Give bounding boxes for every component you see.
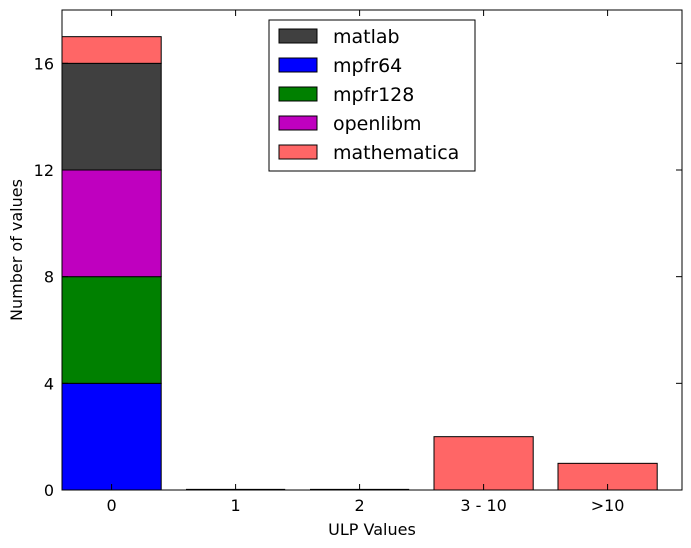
legend: matlab mpfr64 mpfr128 openlibm mathematica (268, 19, 476, 172)
bar-matlab-0 (61, 62, 162, 171)
y-tick-label: 12 (34, 161, 54, 180)
bar-mathematica-0 (61, 36, 162, 64)
bar-mpfr64-0 (61, 382, 162, 491)
y-axis-label: Number of values (7, 179, 26, 321)
legend-swatch-openlibm (278, 115, 318, 131)
legend-label-matlab: matlab (333, 26, 400, 48)
legend-label-openlibm: openlibm (333, 113, 422, 135)
bar-mpfr128-0 (61, 276, 162, 384)
legend-label-mathematica: mathematica (333, 142, 459, 164)
y-tick-label: 8 (44, 268, 54, 287)
legend-label-mpfr64: mpfr64 (333, 55, 402, 77)
y-tick-label: 16 (34, 54, 54, 73)
bar-mathematica-3 (433, 436, 534, 491)
x-tick-label: 3 - 10 (460, 496, 506, 515)
x-tick-labels: 0 1 2 3 - 10 >10 (107, 496, 625, 515)
bar-openlibm-0 (61, 169, 162, 278)
legend-swatch-mpfr128 (278, 86, 318, 102)
legend-swatch-matlab (278, 28, 318, 44)
x-tick-label: >10 (591, 496, 625, 515)
x-tick-label: 0 (107, 496, 117, 515)
ticks-group (62, 10, 682, 491)
plot-frame (61, 9, 683, 491)
y-tick-label: 4 (44, 374, 54, 393)
y-tick-labels: 0 4 8 12 16 (34, 54, 54, 500)
legend-label-mpfr128: mpfr128 (333, 84, 414, 106)
x-tick-label: 1 (231, 496, 241, 515)
legend-swatch-mpfr64 (278, 57, 318, 73)
legend-swatch-mathematica (278, 144, 318, 160)
x-tick-label: 2 (355, 496, 365, 515)
x-axis-label: ULP Values (328, 520, 416, 539)
y-tick-label: 0 (44, 481, 54, 500)
